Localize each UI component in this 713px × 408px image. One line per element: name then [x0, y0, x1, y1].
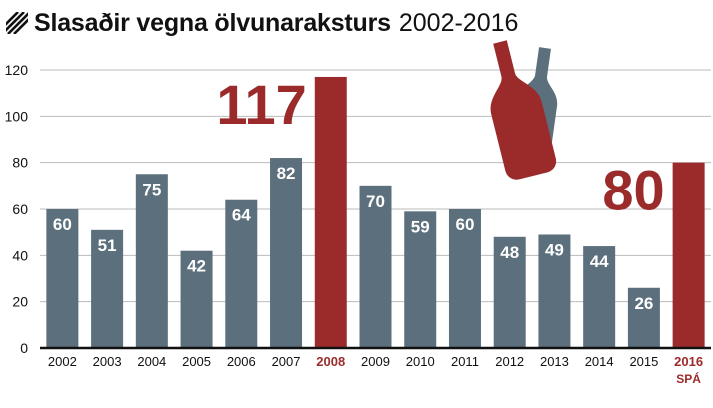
y-tick-label: 20 [12, 294, 28, 310]
axes: 0 20 40 60 80 100 120 2002 2003 2004 2005 2006 2007 2… [5, 62, 711, 386]
value-label-2007: 82 [277, 164, 296, 183]
bar-2008 [314, 76, 347, 348]
bar-2003 [91, 229, 124, 348]
value-label-2016: 80 [602, 159, 664, 222]
chart-title-years: 2002-2016 [398, 8, 519, 37]
value-label-2008: 117 [216, 73, 306, 136]
x-tick-label-2014: 2014 [585, 354, 614, 369]
x-tick-label-2002: 2002 [48, 354, 77, 369]
value-label-2006: 64 [232, 206, 251, 225]
value-label-2013: 49 [545, 240, 564, 259]
x-tick-label-2011: 2011 [451, 354, 479, 369]
bar-2005 [180, 250, 213, 348]
y-tick-label: 60 [12, 201, 28, 217]
x-tick-label-2012: 2012 [495, 354, 524, 369]
bar-2016 [672, 162, 705, 348]
bar-2011 [448, 209, 481, 348]
y-tick-label: 100 [5, 108, 29, 124]
beer-bottles-icon [490, 40, 558, 180]
bar-2014 [583, 246, 616, 348]
value-label-2014: 44 [590, 252, 609, 271]
bar-2007 [270, 158, 303, 348]
value-label-2005: 42 [187, 257, 206, 276]
bar-2004 [135, 174, 168, 348]
stripes-icon [6, 12, 28, 34]
bars [46, 76, 705, 348]
value-label-2011: 60 [456, 215, 475, 234]
x-tick-sublabel-2016: SPÁ [676, 371, 701, 386]
bar-2006 [225, 199, 258, 348]
x-tick-label-2006: 2006 [227, 354, 256, 369]
x-tick-label-2005: 2005 [182, 354, 211, 369]
x-tick-label-2013: 2013 [540, 354, 569, 369]
y-tick-label: 80 [12, 155, 28, 171]
value-label-2004: 75 [142, 180, 161, 199]
x-tick-label-2015: 2015 [629, 354, 658, 369]
x-tick-label-2007: 2007 [272, 354, 301, 369]
value-label-2010: 59 [411, 217, 430, 236]
value-label-2002: 60 [53, 215, 72, 234]
value-label-2012: 48 [500, 243, 519, 262]
bar-2009 [359, 185, 392, 348]
value-label-2009: 70 [366, 192, 385, 211]
x-tick-label-2004: 2004 [137, 354, 166, 369]
x-tick-label-2016: 2016 [674, 354, 703, 369]
x-tick-label-2003: 2003 [93, 354, 122, 369]
bar-2010 [404, 211, 437, 348]
y-tick-label: 40 [12, 247, 28, 263]
chart-title-row: Slasaðir vegna ölvunaraksturs 2002-2016 [6, 4, 518, 42]
x-tick-label-2008: 2008 [316, 354, 345, 369]
bar-2012 [493, 236, 526, 348]
value-label-2015: 26 [634, 294, 653, 313]
y-tick-label: 120 [5, 62, 29, 78]
value-label-2003: 51 [98, 236, 117, 255]
value-labels: 60 51 75 42 64 82 117 70 59 60 48 49 44 26 80 [53, 73, 665, 313]
x-tick-label-2009: 2009 [361, 354, 390, 369]
bar-2013 [538, 234, 571, 348]
chart-title: Slasaðir vegna ölvunaraksturs [34, 8, 391, 37]
y-tick-label: 0 [20, 340, 28, 356]
bar-2015 [627, 287, 660, 348]
bar-2002 [46, 209, 79, 348]
x-tick-label-2010: 2010 [406, 354, 435, 369]
